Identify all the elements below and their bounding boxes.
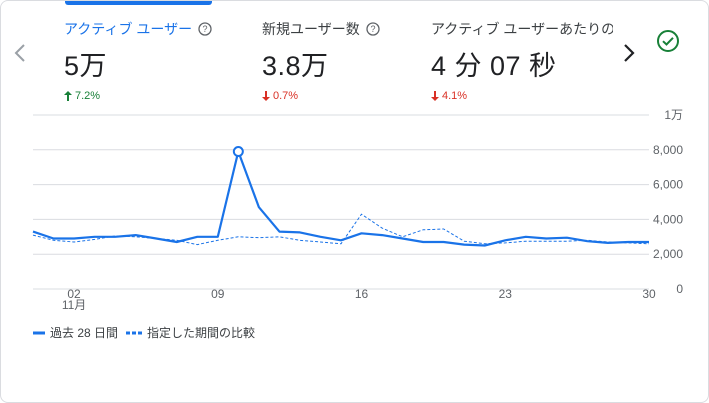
x-tick-sublabel: 11月 <box>62 298 86 312</box>
y-tick-label: 2,000 <box>653 247 683 261</box>
svg-text:?: ? <box>203 24 208 34</box>
y-tick-label: 6,000 <box>653 178 683 192</box>
metric-change-text: 0.7% <box>273 90 299 102</box>
arrow-down-icon <box>431 91 439 101</box>
svg-text:?: ? <box>370 24 375 34</box>
metric-change: 0.7% <box>262 90 380 102</box>
legend-solid-line-icon <box>33 331 45 334</box>
series-line-current <box>32 150 649 247</box>
y-tick-label: 8,000 <box>653 143 683 157</box>
arrow-up-icon <box>64 91 72 101</box>
metric-change-text: 7.2% <box>75 90 101 102</box>
metric-tab-active-users[interactable]: アクティブ ユーザー ? 5万 7.2% <box>64 19 212 102</box>
active-tab-indicator <box>65 1 212 5</box>
metric-change-text: 4.1% <box>442 90 468 102</box>
legend-item-comparison[interactable]: 指定した期間の比較 <box>126 324 255 341</box>
metric-label: アクティブ ユーザー <box>64 21 193 37</box>
chart-legend: 過去 28 日間 指定した期間の比較 <box>33 324 263 341</box>
metric-tab-new-users[interactable]: 新規ユーザー数 ? 3.8万 0.7% <box>262 19 380 102</box>
x-tick-label: 23 <box>499 287 513 301</box>
help-circle-icon[interactable]: ? <box>198 22 212 36</box>
metric-tab-engagement-time[interactable]: アクティブ ユーザーあたりの 4 分 07 秒 4.1% <box>431 19 613 102</box>
metric-value: 5万 <box>64 51 108 81</box>
x-tick-label: 16 <box>355 287 369 301</box>
check-circle-icon <box>657 30 679 52</box>
metric-label: アクティブ ユーザーあたりの <box>431 21 613 37</box>
legend-label: 過去 28 日間 <box>50 326 119 340</box>
help-circle-icon[interactable]: ? <box>366 22 380 36</box>
legend-dashed-line-icon <box>126 331 143 334</box>
chevron-right-icon[interactable] <box>617 39 639 67</box>
metric-value: 4 分 07 秒 <box>431 51 557 81</box>
y-tick-label: 1万 <box>664 108 683 122</box>
legend-label: 指定した期間の比較 <box>147 326 256 340</box>
y-tick-label: 4,000 <box>653 212 683 226</box>
x-tick-label: 30 <box>642 287 656 301</box>
chevron-left-icon[interactable] <box>9 39 31 67</box>
arrow-down-icon <box>262 91 270 101</box>
highlight-point <box>232 146 244 158</box>
metric-value: 3.8万 <box>262 51 329 81</box>
x-tick-label: 02 <box>67 287 81 301</box>
metric-change: 7.2% <box>64 90 212 102</box>
x-tick-label: 09 <box>211 287 225 301</box>
y-tick-label: 0 <box>676 282 683 296</box>
metric-label: 新規ユーザー数 <box>262 21 360 37</box>
legend-item-current[interactable]: 過去 28 日間 <box>33 324 118 341</box>
metric-change: 4.1% <box>431 90 613 102</box>
series-line-comparison <box>32 213 650 246</box>
